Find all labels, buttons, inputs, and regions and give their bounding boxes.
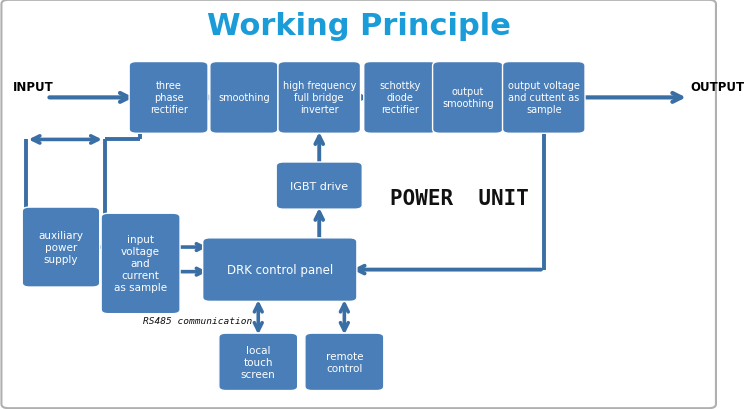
Text: remote
control: remote control xyxy=(326,351,363,373)
FancyBboxPatch shape xyxy=(503,63,585,134)
Text: three
phase
rectifier: three phase rectifier xyxy=(150,81,188,115)
FancyBboxPatch shape xyxy=(219,333,298,391)
FancyBboxPatch shape xyxy=(22,208,100,287)
Text: Working Principle: Working Principle xyxy=(207,12,511,41)
FancyBboxPatch shape xyxy=(433,63,503,134)
Text: DRK control panel: DRK control panel xyxy=(226,263,333,276)
Text: OUTPUT: OUTPUT xyxy=(691,81,745,94)
FancyBboxPatch shape xyxy=(129,63,208,134)
FancyBboxPatch shape xyxy=(276,162,362,209)
Text: RS485 communication: RS485 communication xyxy=(142,317,252,326)
Text: local
touch
screen: local touch screen xyxy=(241,345,276,379)
Text: IGBT drive: IGBT drive xyxy=(290,181,348,191)
Text: INPUT: INPUT xyxy=(13,81,54,94)
Text: input
voltage
and
current
as sample: input voltage and current as sample xyxy=(114,235,167,293)
Text: auxiliary
power
supply: auxiliary power supply xyxy=(38,231,83,264)
Text: schottky
diode
rectifier: schottky diode rectifier xyxy=(380,81,421,115)
FancyBboxPatch shape xyxy=(305,333,384,391)
FancyBboxPatch shape xyxy=(2,1,716,408)
Text: POWER  UNIT: POWER UNIT xyxy=(390,189,529,208)
FancyBboxPatch shape xyxy=(364,63,437,134)
FancyBboxPatch shape xyxy=(278,63,361,134)
FancyBboxPatch shape xyxy=(202,238,357,302)
Text: output
smoothing: output smoothing xyxy=(442,87,494,109)
FancyBboxPatch shape xyxy=(210,63,278,134)
Text: high frequency
full bridge
inverter: high frequency full bridge inverter xyxy=(283,81,356,115)
Text: output voltage
and cuttent as
sample: output voltage and cuttent as sample xyxy=(508,81,580,115)
Text: smoothing: smoothing xyxy=(218,93,270,103)
FancyBboxPatch shape xyxy=(101,213,180,314)
